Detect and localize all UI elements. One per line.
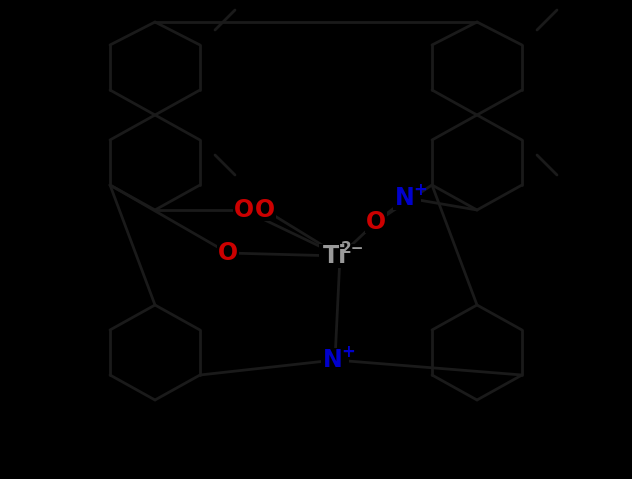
Text: O: O [366,210,386,234]
Bar [217,242,239,264]
Text: O: O [255,198,275,222]
Bar [233,199,255,221]
Text: N: N [395,186,415,210]
Bar [254,199,276,221]
Text: O: O [218,241,238,265]
Text: +: + [341,343,355,361]
Text: O: O [234,198,254,222]
Bar [319,244,361,268]
Bar [321,348,349,372]
Text: +: + [413,181,427,199]
Text: Ti: Ti [323,244,347,268]
Text: N: N [323,348,343,372]
Bar [365,211,387,233]
Text: 2−: 2− [341,240,365,255]
Bar [393,186,421,210]
